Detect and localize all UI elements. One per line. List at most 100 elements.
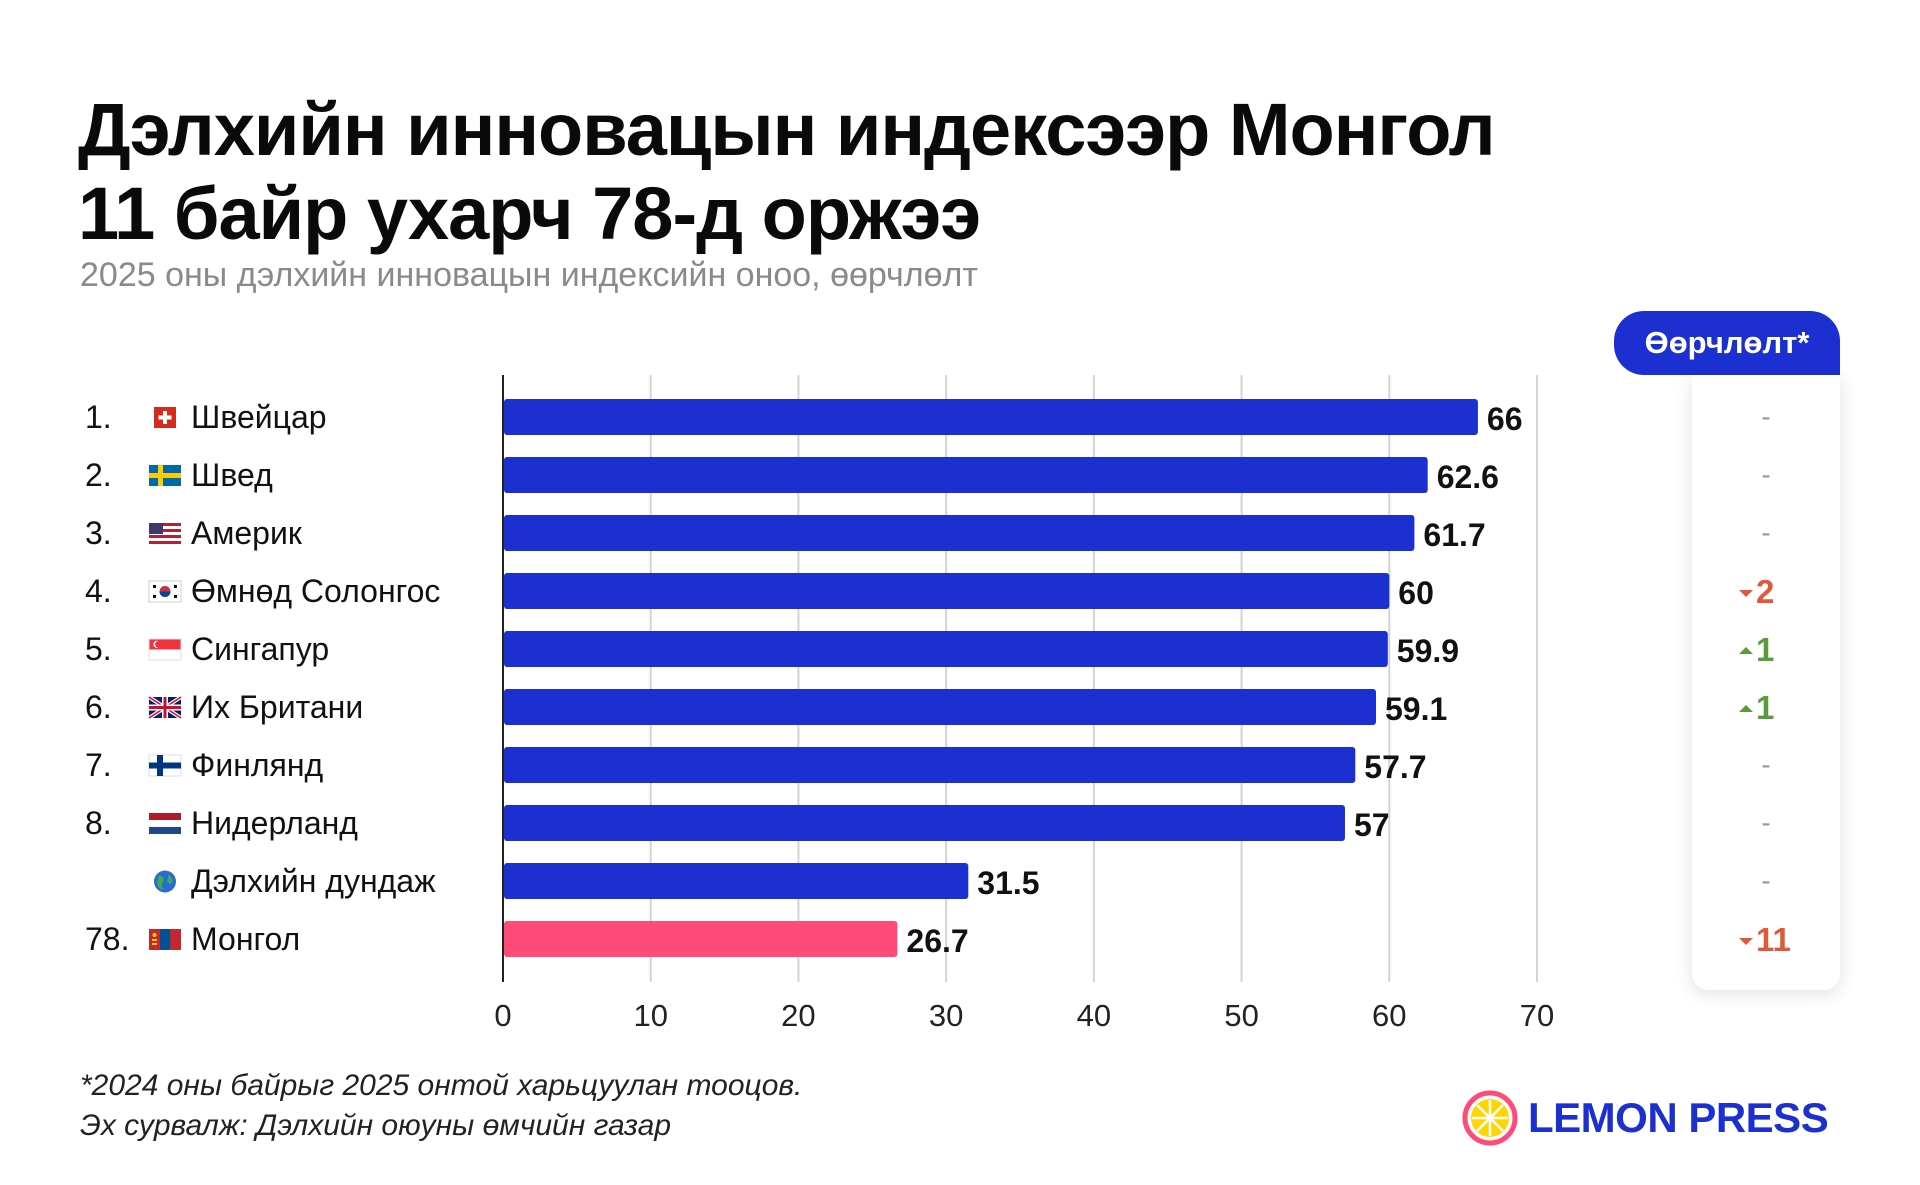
footnote-note: *2024 оны байрыг 2025 онтой харьцуулан т… [80, 1069, 803, 1102]
change-cell: - [1761, 749, 1770, 780]
change-cell: - [1761, 865, 1770, 896]
flag-singapore [148, 638, 182, 661]
category-label: Монгол [191, 921, 300, 957]
category-label: Америк [191, 515, 303, 551]
x-tick-label: 30 [929, 998, 963, 1033]
bar [504, 457, 1428, 493]
brand-logo: LEMON PRESS [1462, 1090, 1829, 1146]
value-label: 61.7 [1423, 517, 1485, 553]
chart-row: 2. Швед 62.6 [85, 457, 1499, 495]
change-cell: - [1761, 517, 1770, 548]
bar [504, 573, 1390, 609]
bar [504, 515, 1415, 551]
change-value: - [1761, 459, 1770, 490]
flag-finland [148, 754, 182, 777]
category-label: Өмнөд Солонгос [191, 573, 440, 609]
change-value: 11 [1756, 921, 1791, 958]
x-tick-label: 0 [494, 998, 511, 1033]
value-label: 62.6 [1437, 459, 1499, 495]
change-value: - [1761, 865, 1770, 896]
category-label: Дэлхийн дундаж [191, 863, 436, 899]
bar [504, 631, 1388, 667]
change-value: 2 [1756, 573, 1774, 610]
change-value: - [1761, 749, 1770, 780]
change-cell: 1 [1739, 689, 1774, 726]
bar [504, 863, 969, 899]
rank-label: 7. [85, 747, 112, 783]
globe-icon [154, 870, 176, 893]
flag-sweden [149, 465, 181, 486]
flag-usa [149, 523, 181, 544]
rank-label: 5. [85, 631, 112, 667]
down-arrow-icon [1739, 590, 1753, 597]
chart-row: 1. Швейцар 66 [85, 399, 1523, 437]
value-label: 31.5 [977, 865, 1039, 901]
flag-uk [147, 695, 183, 720]
chart-title: Дэлхийн инновацын индексээр Монгол 11 ба… [78, 88, 1496, 256]
chart-subtitle: 2025 оны дэлхийн инновацын индексийн оно… [80, 256, 978, 294]
brand-logo-text: LEMON PRESS [1528, 1094, 1829, 1141]
change-cell: 2 [1739, 573, 1774, 610]
x-tick-label: 60 [1372, 998, 1406, 1033]
x-tick-label: 40 [1077, 998, 1111, 1033]
change-value: 1 [1756, 689, 1774, 726]
up-arrow-icon [1739, 705, 1753, 712]
rank-label: 8. [85, 805, 112, 841]
chart-row: 78. Монгол 26.7 [85, 921, 969, 959]
change-value: - [1761, 807, 1770, 838]
category-label: Нидерланд [191, 805, 358, 841]
x-tick-label: 20 [781, 998, 815, 1033]
x-tick-label: 70 [1520, 998, 1554, 1033]
category-label: Их Британи [191, 689, 363, 725]
rank-label: 1. [85, 399, 112, 435]
rank-label: 3. [85, 515, 112, 551]
down-arrow-icon [1739, 938, 1753, 945]
change-cell: - [1761, 807, 1770, 838]
value-label: 60 [1398, 575, 1434, 611]
rank-label: 78. [85, 921, 129, 957]
change-value: - [1761, 401, 1770, 432]
value-label: 59.9 [1397, 633, 1459, 669]
highlight-bar [504, 921, 898, 957]
change-cell: 11 [1739, 921, 1791, 958]
chart-row: 7. Финлянд 57.7 [85, 747, 1427, 785]
change-column-panel [1692, 375, 1840, 990]
change-cell: 1 [1739, 631, 1774, 668]
flag-netherlands [149, 813, 181, 834]
category-label: Финлянд [191, 747, 324, 783]
lemon-icon [1462, 1090, 1518, 1146]
change-value: 1 [1756, 631, 1774, 668]
chart-row: 6. Их Британи 59.1 [85, 689, 1447, 727]
value-label: 57 [1354, 807, 1390, 843]
category-label: Швед [191, 457, 273, 493]
value-label: 26.7 [906, 923, 968, 959]
bar [504, 689, 1376, 725]
flag-south-korea [148, 580, 182, 603]
chart-row: 5. Сингапур 59.9 [85, 631, 1459, 669]
bar [504, 747, 1356, 783]
chart-row: 8. Нидерланд 57 [85, 805, 1390, 843]
chart-row: 4. Өмнөд Солонгос 60 [85, 573, 1434, 611]
up-arrow-icon [1739, 647, 1753, 654]
chart-row: 3. Америк 61.7 [85, 515, 1486, 553]
change-column-header: Өөрчлөлт* [1614, 311, 1840, 375]
chart-title-line-1: Дэлхийн инновацын индексээр Монгол [78, 88, 1496, 171]
category-label: Сингапур [191, 631, 329, 667]
value-label: 57.7 [1364, 749, 1426, 785]
category-label: Швейцар [191, 399, 327, 435]
bar [504, 399, 1478, 435]
flag-mongolia [149, 929, 181, 950]
rank-label: 2. [85, 457, 112, 493]
change-cell: - [1761, 401, 1770, 432]
change-value: - [1761, 517, 1770, 548]
change-cell: - [1761, 459, 1770, 490]
x-tick-label: 10 [633, 998, 667, 1033]
chart-title-line-2: 11 байр ухарч 78-д оржээ [78, 172, 981, 255]
chart-row: Дэлхийн дундаж 31.5 [154, 863, 1040, 901]
rank-label: 4. [85, 573, 112, 609]
footnote-source: Эх сурвалж: Дэлхийн оюуны өмчийн газар [80, 1109, 672, 1142]
rank-label: 6. [85, 689, 112, 725]
value-label: 66 [1487, 401, 1523, 437]
